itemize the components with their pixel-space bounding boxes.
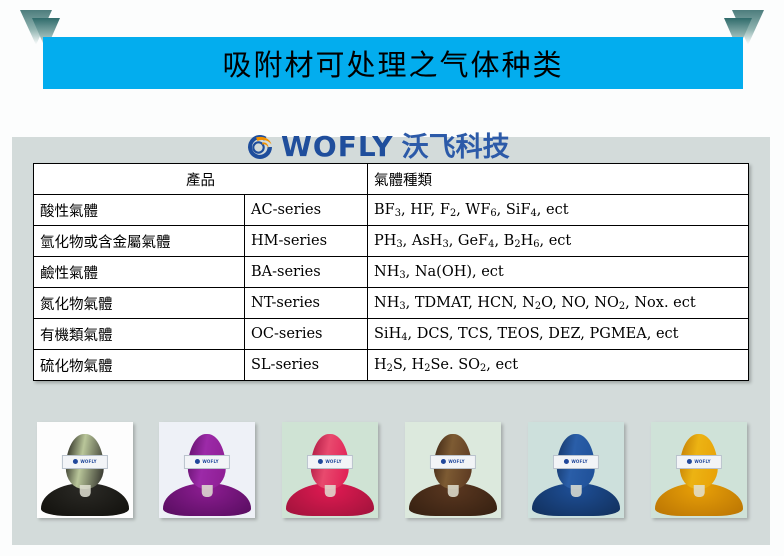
vial-label: WOFLY [552,454,600,470]
label-text: WOFLY [80,459,97,465]
product-photo-blue: WOFLY [528,422,624,518]
table-header-row: 產品 氣體種類 [33,163,749,195]
vial-label: WOFLY [429,454,477,470]
table-row: 氮化物氣體 NT-series NH3, TDMAT, HCN, N2O, NO, … [33,287,749,319]
column-header-gas-type: 氣體種類 [367,163,749,195]
vial-label: WOFLY [183,454,231,470]
cell-product-name: 氫化物或含金屬氣體 [33,225,245,257]
product-photo-brown: WOFLY [405,422,501,518]
label-logo-icon [441,459,447,465]
product-photo-pink: WOFLY [282,422,378,518]
label-text: WOFLY [448,459,465,465]
gas-type-table: 產品 氣體種類 酸性氣體 AC-series BF3, HF, F2, WF6, S… [33,163,749,381]
table-body: 酸性氣體 AC-series BF3, HF, F2, WF6, SiF4, ect… [33,194,749,381]
vial-neck [324,485,336,497]
vial-label: WOFLY [306,454,354,470]
company-logo: WOFLY 沃飞科技 [243,126,510,168]
cell-gas-list: PH3, AsH3, GeF4, B2H6, ect [367,225,749,257]
table-row: 鹼性氣體 BA-series NH3, Na(OH), ect [33,256,749,288]
cell-gas-list: NH3, TDMAT, HCN, N2O, NO, NO2, Nox. ect [367,287,749,319]
label-logo-icon [73,459,79,465]
table-row: 硫化物氣體 SL-series H2S, H2Se. SO2, ect [33,349,749,381]
cell-product-series: AC-series [244,194,368,226]
cell-gas-list: BF3, HF, F2, WF6, SiF4, ect [367,194,749,226]
cell-product-name: 硫化物氣體 [33,349,245,381]
vial-neck [201,485,213,497]
page-title: 吸附材可处理之气体种类 [222,48,564,82]
product-photo-yellow: WOFLY [651,422,747,518]
product-photo-black: WOFLY [37,422,133,518]
label-logo-icon [318,459,324,465]
cell-product-series: SL-series [244,349,368,381]
vial-neck [447,485,459,497]
table-row: 氫化物或含金屬氣體 HM-series PH3, AsH3, GeF4, B2H6,… [33,225,749,257]
cell-gas-list: SiH4, DCS, TCS, TEOS, DEZ, PGMEA, ect [367,318,749,350]
cell-product-name: 鹼性氣體 [33,256,245,288]
cell-product-name: 氮化物氣體 [33,287,245,319]
wofly-circle-icon [243,130,277,164]
label-logo-icon [564,459,570,465]
label-text: WOFLY [571,459,588,465]
cell-product-series: OC-series [244,318,368,350]
table-row: 酸性氣體 AC-series BF3, HF, F2, WF6, SiF4, ect [33,194,749,226]
cell-product-name: 酸性氣體 [33,194,245,226]
label-text: WOFLY [325,459,342,465]
label-logo-icon [687,459,693,465]
cell-product-series: HM-series [244,225,368,257]
column-header-product: 產品 [33,163,368,195]
label-text: WOFLY [694,459,711,465]
cell-product-series: BA-series [244,256,368,288]
vial-label: WOFLY [675,454,723,470]
vial-neck [79,485,91,497]
cell-gas-list: NH3, Na(OH), ect [367,256,749,288]
vial-neck [693,485,705,497]
product-photo-strip: WOFLY WOFLY WOFLY WOFLY WOFLY WOFLY [33,419,748,519]
cell-product-series: NT-series [244,287,368,319]
product-photo-purple: WOFLY [159,422,255,518]
table-row: 有機類氣體 OC-series SiH4, DCS, TCS, TEOS, DEZ,… [33,318,749,350]
cell-product-name: 有機類氣體 [33,318,245,350]
label-logo-icon [195,459,201,465]
vial-neck [570,485,582,497]
cell-gas-list: H2S, H2Se. SO2, ect [367,349,749,381]
label-text: WOFLY [202,459,219,465]
logo-wordmark: WOFLY [281,130,394,163]
logo-chinese-name: 沃飞科技 [401,131,510,163]
slide-title-banner: 吸附材可处理之气体种类 [43,37,743,89]
vial-label: WOFLY [61,454,109,470]
